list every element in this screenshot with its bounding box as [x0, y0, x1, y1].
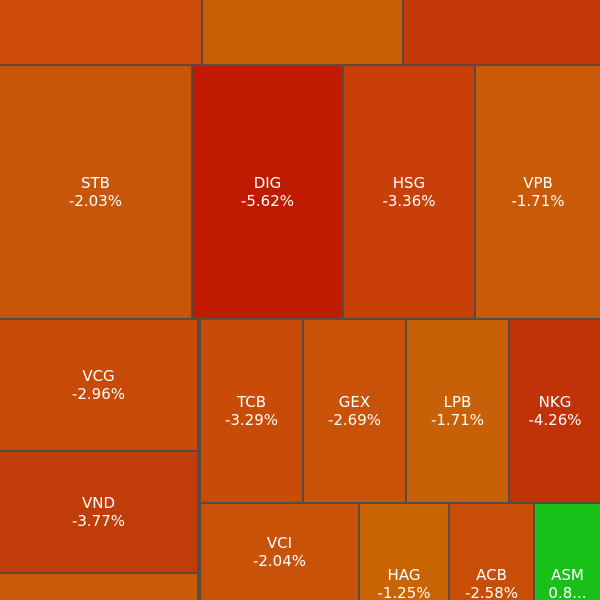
change: -1.25%: [377, 584, 431, 600]
tile[interactable]: [0, 574, 197, 600]
change: -2.03%: [68, 192, 123, 210]
change: -1.71%: [430, 411, 485, 429]
change: -3.36%: [382, 192, 436, 210]
change: -5.62%: [240, 192, 295, 210]
tile[interactable]: VCI -2.04%: [201, 504, 358, 600]
tile[interactable]: HSG -3.36%: [344, 66, 474, 318]
symbol: VND: [81, 494, 116, 512]
symbol: ACB: [476, 566, 507, 584]
tile[interactable]: [203, 0, 402, 64]
symbol: NKG: [538, 393, 572, 411]
symbol: STB: [81, 174, 110, 192]
change: -2.04%: [252, 552, 307, 570]
tile[interactable]: STB -2.03%: [0, 66, 191, 318]
tile[interactable]: VCG -2.96%: [0, 320, 197, 450]
change: -1.71%: [511, 192, 565, 210]
symbol: VPB: [523, 174, 553, 192]
symbol: VCI: [266, 534, 293, 552]
tile[interactable]: LPB -1.71%: [407, 320, 508, 502]
change: -2.58%: [464, 584, 519, 600]
tile[interactable]: GEX -2.69%: [304, 320, 405, 502]
tile[interactable]: [404, 0, 600, 64]
symbol: TCB: [236, 393, 267, 411]
symbol: ASM: [551, 566, 584, 584]
change: -3.29%: [224, 411, 279, 429]
symbol: HAG: [387, 566, 421, 584]
tile[interactable]: [0, 0, 201, 64]
change: -2.69%: [327, 411, 382, 429]
tile[interactable]: ASM 0.8...: [535, 504, 600, 600]
tile[interactable]: TCB -3.29%: [201, 320, 302, 502]
tile[interactable]: NKG -4.26%: [510, 320, 600, 502]
symbol: HSG: [392, 174, 426, 192]
symbol: VCG: [82, 367, 115, 385]
tile[interactable]: ACB -2.58%: [450, 504, 533, 600]
tile[interactable]: VND -3.77%: [0, 452, 197, 572]
tile[interactable]: VPB -1.71%: [476, 66, 600, 318]
change: -4.26%: [528, 411, 582, 429]
symbol: DIG: [253, 174, 282, 192]
change: -3.77%: [71, 512, 126, 530]
tile[interactable]: DIG -5.62%: [193, 66, 342, 318]
symbol: LPB: [443, 393, 472, 411]
tile[interactable]: HAG -1.25%: [360, 504, 448, 600]
change: 0.8...: [548, 584, 587, 600]
change: -2.96%: [71, 385, 126, 403]
symbol: GEX: [338, 393, 371, 411]
